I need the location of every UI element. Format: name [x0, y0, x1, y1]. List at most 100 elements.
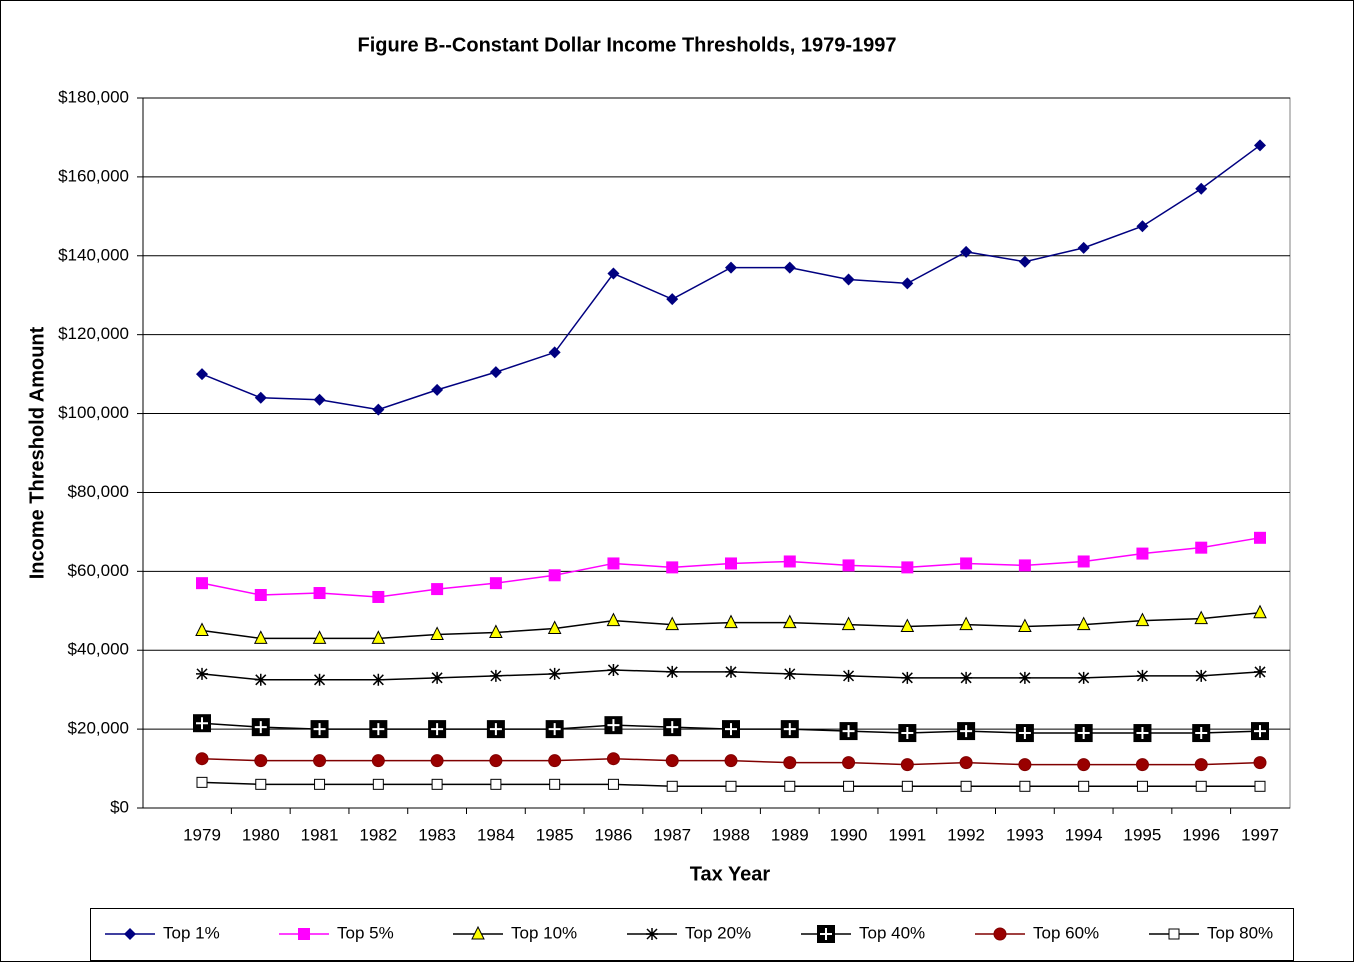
data-point: [371, 754, 385, 768]
data-point: [842, 273, 855, 286]
x-tick-label: 1987: [653, 825, 691, 844]
data-point: [839, 722, 858, 741]
data-point: [489, 624, 503, 638]
data-point: [783, 555, 796, 568]
data-point: [490, 778, 502, 790]
data-point: [195, 752, 209, 766]
data-point: [372, 778, 384, 790]
data-point: [196, 577, 208, 590]
data-point: [1018, 671, 1031, 684]
data-point: [842, 559, 855, 572]
data-point: [606, 752, 620, 766]
x-tick-label: 1979: [183, 825, 221, 844]
data-point: [430, 626, 444, 640]
chart-title: Figure B--Constant Dollar Income Thresho…: [357, 34, 896, 56]
marker-plus: [901, 727, 914, 740]
data-point: [1136, 780, 1148, 792]
data-point: [196, 667, 208, 680]
data-point: [900, 618, 915, 633]
data-point: [1194, 758, 1208, 772]
data-point: [195, 622, 209, 636]
data-point: [1195, 541, 1208, 554]
data-point: [901, 277, 914, 290]
legend-marker: [298, 928, 310, 940]
data-point: [724, 754, 738, 768]
data-point: [489, 669, 502, 682]
data-point: [1133, 724, 1152, 743]
marker-plus: [783, 723, 796, 736]
data-point: [430, 754, 444, 768]
data-point: [547, 620, 562, 635]
data-point: [606, 612, 621, 627]
y-tick-label: $60,000: [68, 561, 129, 580]
marker-plus: [254, 721, 267, 734]
data-point: [1018, 255, 1031, 268]
x-tick-label: 1989: [771, 825, 809, 844]
data-point: [843, 780, 855, 792]
data-point: [725, 665, 737, 678]
data-point: [489, 366, 502, 379]
data-point: [1254, 531, 1266, 544]
data-point: [665, 616, 680, 631]
data-point: [957, 722, 976, 741]
data-point: [666, 561, 679, 574]
legend-label: Top 80%: [1207, 923, 1273, 942]
data-point: [959, 616, 973, 631]
data-point: [1015, 724, 1034, 743]
data-point: [607, 663, 620, 676]
data-point: [782, 614, 797, 629]
data-point: [1077, 555, 1090, 568]
x-tick-label: 1996: [1182, 825, 1220, 844]
marker-plus: [431, 723, 444, 736]
x-tick-label: 1997: [1241, 825, 1279, 844]
data-point: [310, 720, 329, 739]
data-point: [724, 614, 738, 629]
marker-plus: [1136, 727, 1149, 740]
x-tick-label: 1994: [1065, 825, 1103, 844]
x-tick-label: 1990: [830, 825, 868, 844]
data-point: [1018, 758, 1032, 772]
marker-plus: [548, 723, 561, 736]
data-point: [1018, 618, 1032, 633]
data-point: [725, 557, 737, 570]
data-point: [1077, 758, 1091, 772]
legend-label: Top 20%: [685, 923, 751, 942]
y-tick-label: $0: [110, 797, 129, 816]
data-point: [1019, 780, 1031, 792]
marker-plus: [489, 723, 502, 736]
data-point: [254, 673, 267, 686]
data-point: [193, 714, 211, 733]
marker-plus: [960, 725, 973, 738]
y-tick-label: $100,000: [58, 403, 129, 422]
data-point: [604, 716, 623, 735]
x-tick-label: 1993: [1006, 825, 1044, 844]
data-point: [783, 756, 797, 770]
data-point: [842, 669, 855, 682]
data-point: [313, 587, 326, 600]
marker-plus: [313, 723, 326, 736]
data-point: [314, 778, 326, 790]
legend-marker: [993, 927, 1007, 941]
data-point: [1076, 616, 1091, 631]
data-point: [253, 630, 268, 644]
y-tick-label: $160,000: [58, 166, 129, 185]
data-point: [900, 758, 914, 772]
data-point: [1254, 139, 1266, 152]
data-point: [1254, 665, 1266, 678]
y-tick-label: $120,000: [58, 324, 129, 343]
data-point: [959, 756, 973, 770]
data-point: [313, 393, 326, 406]
data-point: [783, 667, 796, 680]
x-tick-label: 1980: [242, 825, 280, 844]
data-point: [431, 778, 443, 790]
data-point: [196, 776, 208, 788]
marker-plus: [196, 717, 208, 730]
data-point: [901, 561, 914, 574]
data-point: [663, 718, 682, 737]
data-point: [549, 778, 561, 790]
data-point: [431, 583, 444, 596]
data-point: [960, 557, 973, 570]
data-point: [312, 630, 327, 644]
